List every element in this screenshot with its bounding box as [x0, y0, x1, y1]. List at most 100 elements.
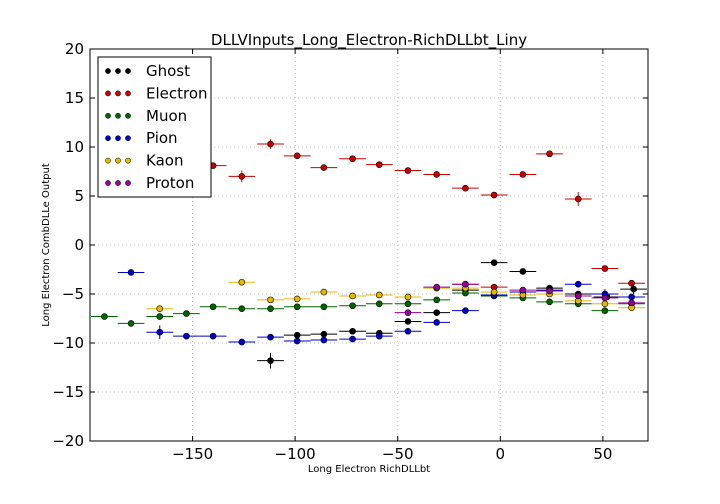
data-point [404, 300, 412, 308]
x-tick-label: −50 [382, 445, 414, 463]
data-point [404, 318, 412, 325]
data-point [433, 319, 440, 326]
data-point [630, 285, 637, 293]
data-layer [91, 139, 647, 369]
legend-marker [115, 112, 121, 119]
legend-marker [125, 180, 131, 186]
data-point [349, 302, 356, 310]
legend-label: Muon [146, 107, 187, 125]
legend-entry-pion: Pion [105, 129, 178, 147]
data-point [293, 303, 301, 311]
data-point [375, 332, 383, 340]
y-tick-label: −5 [62, 285, 84, 303]
data-point [320, 336, 328, 344]
data-point [519, 286, 527, 294]
data-point [238, 173, 246, 180]
x-tick-label: −100 [275, 445, 316, 463]
legend-marker [105, 135, 111, 142]
data-point [375, 300, 383, 308]
y-axis-label: Long Electron CombDLLe Output [41, 163, 52, 327]
legend-label: Kaon [146, 152, 183, 170]
data-point [267, 140, 274, 148]
data-point [574, 195, 582, 203]
data-point [519, 171, 527, 178]
data-point [433, 296, 440, 304]
data-point [267, 296, 274, 304]
data-point [601, 294, 609, 302]
data-point [462, 307, 469, 314]
data-point [156, 313, 164, 320]
x-axis-label: Long Electron RichDLLbt [308, 464, 430, 475]
data-point [293, 152, 301, 160]
data-point [433, 171, 440, 178]
legend-marker [105, 180, 111, 186]
data-point [546, 287, 553, 295]
data-point [209, 303, 217, 311]
y-tick-label: 0 [74, 236, 84, 254]
data-point [101, 313, 108, 320]
data-point [183, 332, 190, 340]
legend-marker [115, 68, 121, 74]
data-point [404, 309, 412, 316]
data-point [238, 338, 246, 346]
legend-marker [125, 90, 131, 97]
data-point [375, 161, 383, 168]
legend-label: Pion [146, 129, 178, 147]
data-point [404, 167, 412, 174]
data-point [601, 265, 609, 272]
data-point [490, 288, 498, 296]
y-tick-label: −15 [52, 383, 84, 401]
data-point [349, 155, 356, 163]
y-tick-label: −20 [52, 432, 84, 450]
y-tick-label: 20 [65, 40, 84, 58]
data-point [404, 327, 412, 335]
data-point [183, 310, 190, 317]
legend-entry-muon: Muon [105, 107, 187, 125]
data-point [293, 331, 301, 339]
y-tick-label: −10 [52, 334, 84, 352]
legend-marker [105, 68, 111, 74]
data-point [404, 293, 412, 301]
legend-marker [115, 157, 121, 164]
data-point [375, 291, 383, 299]
data-point [320, 330, 328, 338]
x-tick-label: −150 [172, 445, 213, 463]
data-point [320, 164, 328, 171]
legend-entry-proton: Proton [105, 174, 194, 192]
y-tick-label: 10 [65, 138, 84, 156]
data-point [127, 269, 135, 276]
legend-marker [125, 157, 131, 164]
data-point [156, 305, 164, 313]
legend-marker [125, 68, 131, 74]
data-point [574, 280, 582, 288]
x-tick-label: 50 [593, 445, 612, 463]
data-point [293, 295, 301, 303]
data-point [462, 184, 469, 192]
legend-marker [125, 112, 131, 119]
data-point [462, 280, 469, 288]
legend-entry-ghost: Ghost [105, 62, 190, 80]
legend-label: Ghost [146, 62, 190, 80]
legend-box [97, 56, 212, 198]
chart-title: DLLVInputs_Long_Electron-RichDLLbt_Liny [211, 31, 527, 50]
legend-marker [105, 157, 111, 164]
data-point [349, 327, 356, 335]
data-point [320, 303, 328, 311]
legend-marker [115, 135, 121, 142]
data-point [490, 191, 498, 199]
y-tick-label: 15 [65, 89, 84, 107]
data-point [267, 357, 274, 364]
legend-marker [105, 112, 111, 119]
data-point [209, 332, 217, 340]
data-point [433, 309, 440, 316]
data-point [293, 337, 301, 345]
data-point [349, 292, 356, 300]
data-point [628, 293, 635, 301]
data-point [519, 268, 527, 275]
legend-marker [125, 135, 131, 142]
legend-entry-kaon: Kaon [105, 152, 183, 170]
data-point [546, 298, 553, 306]
